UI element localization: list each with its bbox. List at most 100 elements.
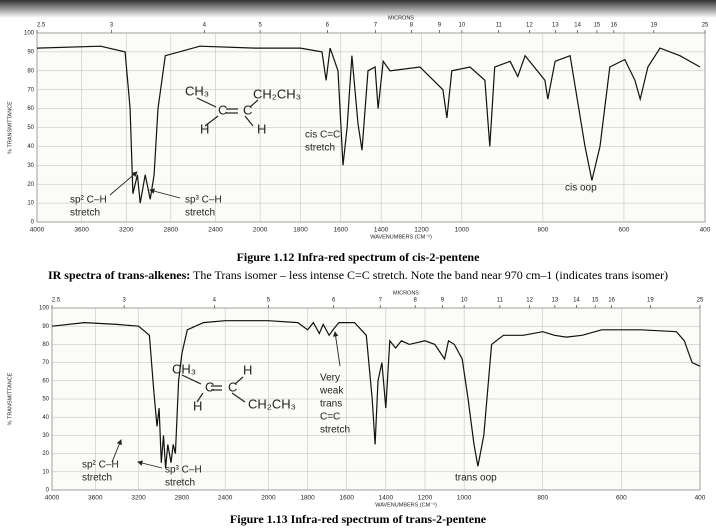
annotation: stretch [82,473,112,484]
x-tick-label: 2400 [218,495,233,502]
structure-label: CH₂CH₃ [248,396,296,411]
bond [204,115,219,127]
y-tick-label: 60 [27,106,34,112]
structure-label: CH₂CH₃ [253,86,301,101]
x2-tick-label: 3 [110,23,114,29]
x2-tick-label: 14 [573,298,580,304]
x2-tick-label: 10 [461,298,468,304]
x2-tick-label: 3 [122,298,126,304]
photo-shadow [0,0,716,18]
arrow [137,460,163,469]
x2-tick-label: 2.5 [37,23,46,29]
x-tick-label: 1600 [339,495,354,502]
arrow [332,331,341,367]
y-tick-label: 30 [27,163,34,169]
y-tick-label: 40 [42,415,49,421]
x-tick-label: 1600 [334,227,349,234]
x-tick-label: 400 [695,495,706,502]
y-tick-label: 80 [27,68,34,74]
x-tick-label: 2400 [208,227,223,234]
x2-axis-label: MICRONS [388,15,414,21]
x-tick-label: 3200 [131,495,146,502]
x-tick-label: 600 [619,227,630,234]
annotation: cis oop [565,183,597,194]
x2-tick-label: 2.5 [52,298,61,304]
x2-tick-label: 8 [414,298,418,304]
y-tick-label: 90 [27,49,34,55]
annotation: weak [319,386,344,397]
bond [231,392,246,403]
x2-tick-label: 25 [702,23,709,29]
bond [249,99,259,108]
x-tick-label: 3200 [119,227,134,234]
arrow [109,171,138,196]
x2-tick-label: 11 [496,23,503,29]
x-tick-label: 2000 [261,495,276,502]
x-tick-label: 3600 [88,495,103,502]
annotation: stretch [305,143,335,154]
y-tick-label: 100 [24,31,35,37]
x2-tick-label: 4 [203,23,207,29]
x2-tick-label: 16 [610,23,617,29]
bond [234,376,244,385]
x-tick-label: 2000 [253,227,268,234]
x2-tick-label: 12 [526,23,533,29]
x2-tick-label: 7 [374,23,378,29]
arrow [111,439,122,463]
y-axis-label: % TRANSMITTANCE [7,101,13,154]
x2-tick-label: 12 [526,298,533,304]
paragraph: IR spectra of trans-alkenes: The Trans i… [0,268,716,282]
y-tick-label: 70 [42,360,49,366]
bond [196,392,204,403]
y-tick-label: 0 [31,220,35,226]
x2-tick-label: 8 [410,23,414,29]
x2-tick-label: 10 [459,23,466,29]
spectrum-line [36,45,701,204]
x-tick-label: 1800 [300,495,315,502]
paragraph-text: The Trans isomer – less intense C=C stre… [190,268,669,282]
x2-tick-label: 11 [497,298,504,304]
x2-tick-label: 13 [552,298,559,304]
x-tick-label: 1400 [374,227,389,234]
x-tick-label: 4000 [30,227,45,234]
structure-label: C [205,379,214,394]
y-tick-label: 0 [46,488,50,494]
y-tick-label: 20 [27,182,34,188]
annotation: stretch [165,478,195,489]
x2-tick-label: 6 [326,23,330,29]
x2-tick-label: 9 [438,23,442,29]
structure-label: H [243,362,252,377]
x2-tick-label: 14 [574,23,581,29]
x2-tick-label: 25 [697,298,704,304]
y-tick-label: 60 [42,378,49,384]
x2-tick-label: 19 [647,298,654,304]
annotation: cis C=C [305,130,340,141]
structure-label: H [200,121,209,136]
annotation: sp² C–H [82,460,119,471]
structure-label: CH₃ [185,83,209,98]
y-tick-label: 100 [39,306,50,312]
y-tick-label: 50 [42,397,49,403]
bond [196,97,217,108]
x-axis-label: WAVENUMBERS (CM⁻¹) [375,502,437,508]
x-tick-label: 4000 [45,495,60,502]
annotation: trans [320,399,342,410]
paragraph-bold: IR spectra of trans-alkenes: [47,268,191,282]
x-tick-label: 1000 [457,495,472,502]
x2-tick-label: 13 [552,23,559,29]
y-tick-label: 70 [27,87,34,93]
y-tick-label: 80 [42,342,49,348]
structure-label: C [228,379,237,394]
x2-axis-label: MICRONS [393,290,419,296]
x-tick-label: 1000 [455,227,470,234]
x2-tick-label: 4 [213,298,217,304]
annotation: stretch [70,208,100,219]
x2-tick-label: 19 [650,23,657,29]
structure-label: H [193,398,202,413]
x-tick-label: 2800 [175,495,190,502]
x2-tick-label: 16 [608,298,615,304]
arrow [149,188,181,199]
structure-label: H [257,121,266,136]
